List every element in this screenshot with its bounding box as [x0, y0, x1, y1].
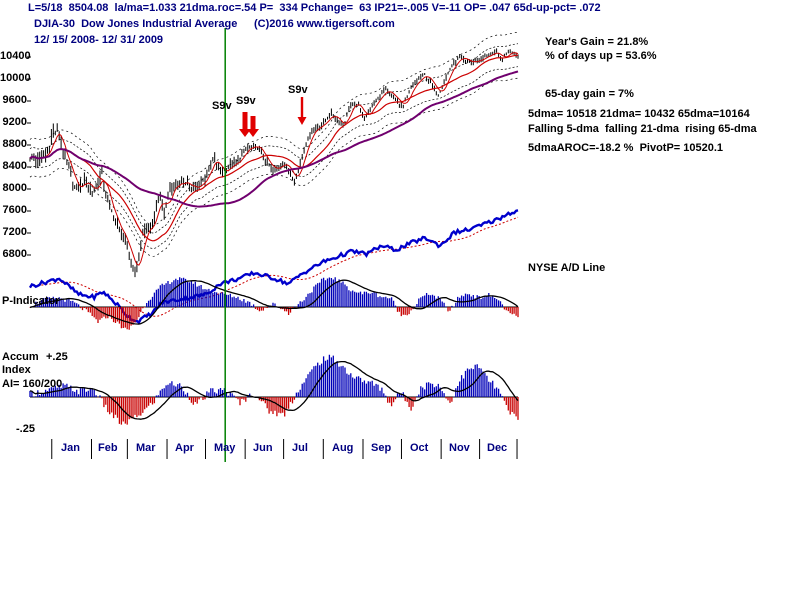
price-axis-label: 10400: [0, 50, 31, 62]
p-indicator-label: P-Indicator: [2, 295, 60, 307]
month-label: Aug: [332, 442, 354, 454]
price-axis-label: 8000: [2, 182, 27, 194]
price-bands: [29, 31, 519, 257]
accum-ai-label: AI= 160/200: [2, 378, 63, 390]
copyright-text: (C)2016 www.tigersoft.com: [254, 18, 395, 30]
accum-label: Accum: [2, 351, 39, 363]
p-indicator-panel: [29, 277, 519, 330]
accum-index-panel: [29, 354, 519, 425]
month-label: Oct: [410, 442, 429, 454]
price-axis-label: 8800: [2, 138, 27, 150]
price-moving-averages: [29, 52, 519, 266]
month-label: Jun: [253, 442, 273, 454]
month-label: Jan: [61, 442, 80, 454]
dma-values-stat: 5dma= 10518 21dma= 10432 65dma=10164: [528, 108, 750, 120]
aroc-pivot-stat: 5dmaAROC=-18.2 % PivotP= 10520.1: [528, 142, 724, 154]
axes: [27, 56, 518, 459]
price-axis-label: 7200: [2, 226, 27, 238]
s9v-signal-label: S9v: [212, 100, 232, 112]
price-axis-label: 9600: [2, 94, 27, 106]
price-axis-label: 7600: [2, 204, 27, 216]
accum-index-label: Index: [2, 364, 31, 376]
date-range: 12/ 15/ 2008- 12/ 31/ 2009: [34, 34, 164, 46]
month-label: Dec: [487, 442, 508, 454]
month-label: Nov: [449, 442, 470, 454]
month-label: Feb: [98, 442, 118, 454]
nyse-ad-line: [28, 209, 519, 325]
header-stats-line: L=5/18 8504.08 la/ma=1.033 21dma.roc=.54…: [28, 2, 601, 14]
days-up-stat: % of days up = 53.6%: [545, 50, 657, 62]
gain-65d-stat: 65-day gain = 7%: [545, 88, 634, 100]
dma-trends-stat: Falling 5-dma falling 21-dma rising 65-d…: [528, 123, 757, 135]
price-axis-label: 10000: [0, 72, 31, 84]
month-label: Jul: [292, 442, 308, 454]
accum-minus25-label: -.25: [16, 423, 35, 435]
accum-plus25-label: +.25: [46, 351, 68, 363]
price-axis-label: 9200: [2, 116, 27, 128]
month-label: Mar: [136, 442, 156, 454]
s9v-signal-label: S9v: [236, 95, 256, 107]
years-gain-stat: Year's Gain = 21.8%: [545, 36, 649, 48]
month-label: Apr: [175, 442, 194, 454]
price-axis-label: 8400: [2, 160, 27, 172]
chart-title: DJIA-30 Dow Jones Industrial Average: [34, 18, 238, 30]
month-label: May: [214, 442, 236, 454]
ad-line-label: NYSE A/D Line: [528, 262, 606, 274]
price-axis-label: 6800: [2, 248, 27, 260]
s9v-signal-label: S9v: [288, 84, 308, 96]
month-label: Sep: [371, 442, 392, 454]
signal-arrows: [239, 97, 307, 137]
